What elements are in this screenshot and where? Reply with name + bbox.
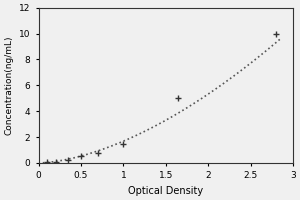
X-axis label: Optical Density: Optical Density <box>128 186 203 196</box>
Y-axis label: Concentration(ng/mL): Concentration(ng/mL) <box>4 36 13 135</box>
